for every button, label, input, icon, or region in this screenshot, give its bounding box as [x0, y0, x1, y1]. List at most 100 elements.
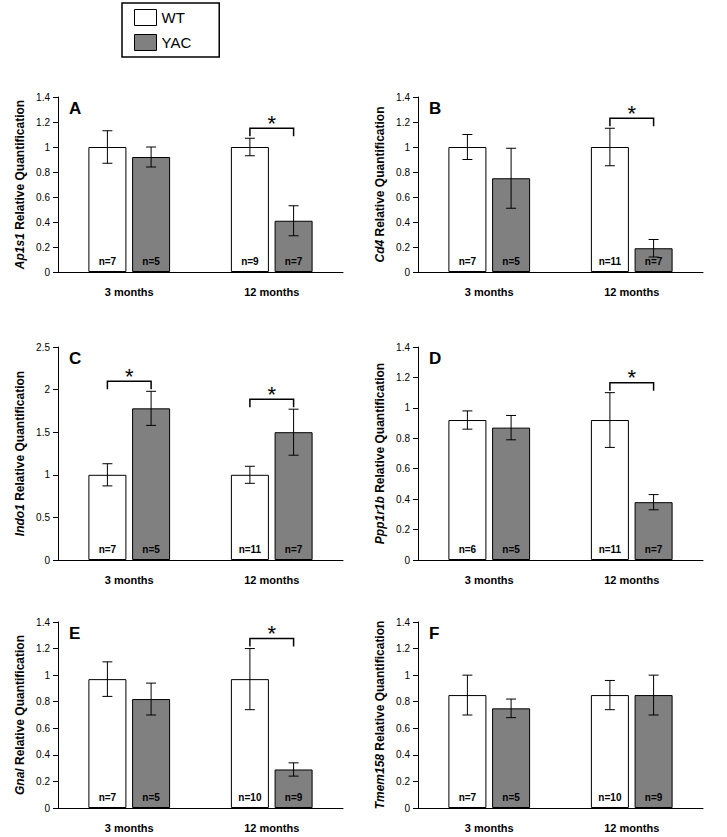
svg-text:n=5: n=5 — [502, 544, 520, 555]
svg-text:1.4: 1.4 — [396, 342, 410, 353]
svg-text:0: 0 — [44, 803, 50, 814]
svg-text:0: 0 — [404, 267, 410, 278]
svg-text:n=7: n=7 — [99, 792, 117, 803]
svg-text:n=7: n=7 — [459, 792, 477, 803]
svg-text:n=7: n=7 — [459, 256, 477, 267]
svg-text:12 months: 12 months — [604, 286, 659, 298]
svg-text:n=7: n=7 — [285, 256, 303, 267]
svg-text:0.4: 0.4 — [396, 217, 410, 228]
svg-text:WT: WT — [162, 9, 185, 26]
svg-text:B: B — [429, 99, 441, 118]
svg-text:Relative Quantification: Relative Quantification — [13, 100, 27, 230]
svg-text:Relative Quantification: Relative Quantification — [13, 635, 27, 765]
svg-text:Relative Quantification: Relative Quantification — [13, 371, 27, 501]
svg-text:n=5: n=5 — [142, 256, 160, 267]
svg-text:n=7: n=7 — [99, 256, 117, 267]
svg-text:1: 1 — [404, 402, 410, 413]
svg-text:1: 1 — [44, 469, 50, 480]
svg-text:D: D — [429, 349, 441, 368]
svg-text:3 months: 3 months — [465, 822, 514, 834]
svg-text:2.5: 2.5 — [36, 342, 50, 353]
svg-text:n=11: n=11 — [599, 544, 622, 555]
svg-text:*: * — [267, 382, 276, 407]
svg-text:0.2: 0.2 — [396, 524, 410, 535]
svg-text:3 months: 3 months — [465, 574, 514, 586]
svg-text:*: * — [267, 621, 276, 646]
svg-text:0.2: 0.2 — [36, 242, 50, 253]
svg-text:1.4: 1.4 — [36, 92, 50, 103]
svg-text:1.2: 1.2 — [396, 372, 410, 383]
svg-text:12 months: 12 months — [244, 822, 299, 834]
svg-text:0.6: 0.6 — [396, 723, 410, 734]
svg-text:1.2: 1.2 — [396, 117, 410, 128]
svg-text:A: A — [69, 99, 81, 118]
svg-text:F: F — [429, 624, 439, 643]
svg-text:0.6: 0.6 — [36, 192, 50, 203]
svg-text:0.5: 0.5 — [36, 512, 50, 523]
svg-text:Relative Quantification: Relative Quantification — [373, 621, 387, 751]
svg-text:1: 1 — [404, 142, 410, 153]
svg-text:Ap1s1: Ap1s1 — [13, 233, 27, 270]
svg-text:*: * — [627, 101, 636, 126]
svg-text:n=9: n=9 — [645, 792, 663, 803]
svg-text:0.6: 0.6 — [396, 192, 410, 203]
svg-text:n=5: n=5 — [502, 792, 520, 803]
svg-text:0.2: 0.2 — [36, 776, 50, 787]
svg-text:12 months: 12 months — [604, 822, 659, 834]
svg-text:3 months: 3 months — [105, 822, 154, 834]
svg-text:0.4: 0.4 — [396, 749, 410, 760]
svg-text:0.6: 0.6 — [396, 463, 410, 474]
svg-text:n=5: n=5 — [142, 792, 160, 803]
svg-text:n=10: n=10 — [598, 792, 622, 803]
svg-text:Tmem158: Tmem158 — [373, 754, 387, 810]
svg-text:n=5: n=5 — [142, 544, 160, 555]
svg-text:*: * — [267, 111, 276, 136]
svg-text:0.4: 0.4 — [36, 217, 50, 228]
svg-text:12 months: 12 months — [244, 286, 299, 298]
svg-text:1.5: 1.5 — [36, 427, 50, 438]
svg-text:1.4: 1.4 — [36, 617, 50, 628]
svg-text:2: 2 — [44, 384, 50, 395]
svg-text:3 months: 3 months — [105, 286, 154, 298]
svg-text:0.8: 0.8 — [36, 696, 50, 707]
svg-text:1: 1 — [404, 670, 410, 681]
svg-text:0: 0 — [404, 803, 410, 814]
svg-text:n=9: n=9 — [285, 792, 303, 803]
svg-text:12 months: 12 months — [244, 574, 299, 586]
svg-text:n=11: n=11 — [239, 544, 262, 555]
svg-text:Gnal: Gnal — [13, 768, 27, 795]
svg-text:Relative Quantification: Relative Quantification — [373, 363, 387, 493]
svg-text:E: E — [69, 624, 80, 643]
svg-text:0.4: 0.4 — [36, 749, 50, 760]
svg-text:*: * — [627, 365, 636, 390]
svg-text:n=5: n=5 — [502, 256, 520, 267]
svg-text:Cd4: Cd4 — [373, 240, 387, 263]
svg-text:n=9: n=9 — [241, 256, 259, 267]
svg-text:1.4: 1.4 — [396, 617, 410, 628]
svg-text:1.2: 1.2 — [36, 643, 50, 654]
svg-text:*: * — [125, 364, 134, 389]
svg-text:n=10: n=10 — [238, 792, 262, 803]
svg-text:0.8: 0.8 — [396, 167, 410, 178]
svg-text:1.4: 1.4 — [396, 92, 410, 103]
svg-text:0.4: 0.4 — [396, 494, 410, 505]
svg-text:3 months: 3 months — [465, 286, 514, 298]
svg-text:n=7: n=7 — [285, 544, 303, 555]
svg-text:0: 0 — [44, 555, 50, 566]
svg-text:0.8: 0.8 — [396, 433, 410, 444]
svg-text:3 months: 3 months — [105, 574, 154, 586]
svg-text:n=7: n=7 — [99, 544, 117, 555]
svg-text:n=11: n=11 — [599, 256, 622, 267]
svg-text:1.2: 1.2 — [36, 117, 50, 128]
svg-text:n=7: n=7 — [645, 256, 663, 267]
svg-text:0.6: 0.6 — [36, 723, 50, 734]
svg-text:n=6: n=6 — [459, 544, 477, 555]
svg-text:Relative Quantification: Relative Quantification — [373, 106, 387, 236]
svg-text:1: 1 — [44, 142, 50, 153]
svg-text:0.8: 0.8 — [36, 167, 50, 178]
svg-text:YAC: YAC — [162, 34, 192, 51]
svg-text:0.8: 0.8 — [396, 696, 410, 707]
svg-text:0: 0 — [404, 555, 410, 566]
svg-text:Ppp1r1b: Ppp1r1b — [373, 496, 387, 544]
svg-text:0.2: 0.2 — [396, 242, 410, 253]
